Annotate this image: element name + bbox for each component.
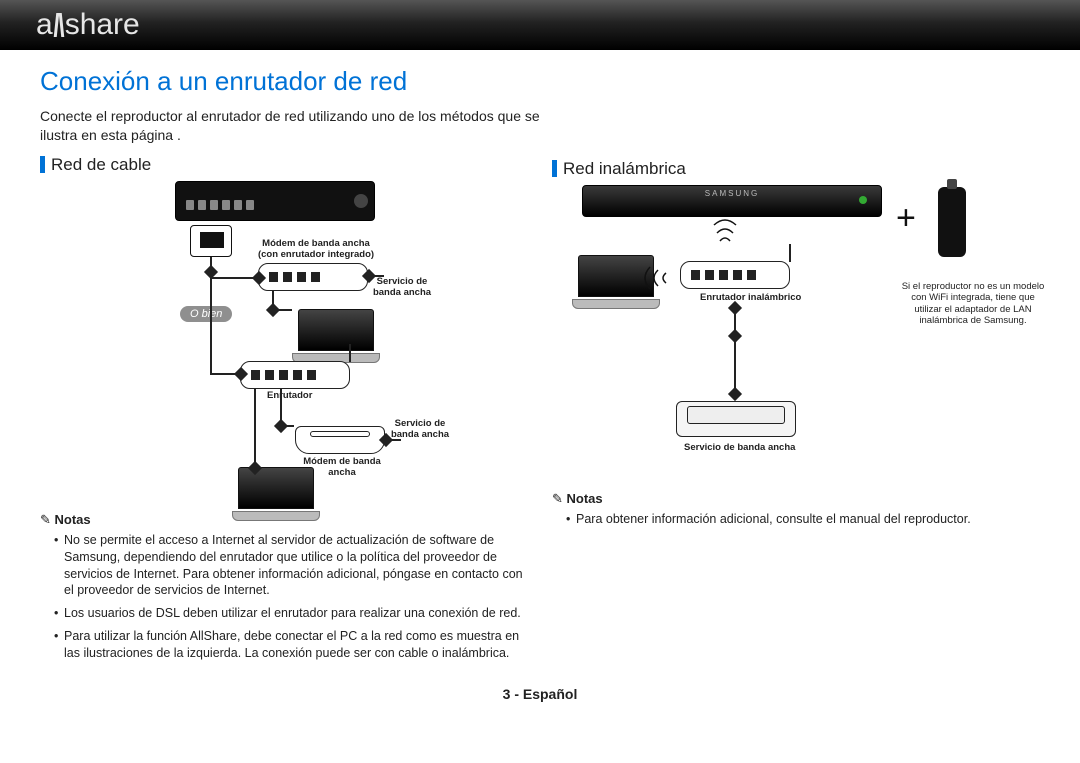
label-broadband-2: Servicio debanda ancha: [390, 419, 450, 441]
modem-router-icon: [258, 263, 368, 291]
laptop-icon: [292, 309, 380, 363]
heading-bar-icon: [40, 156, 45, 173]
heading-text: Red inalámbrica: [563, 159, 686, 179]
notes-heading-right: Notas: [552, 491, 1040, 507]
label-broadband-1: Servicio debanda ancha: [372, 277, 432, 299]
wifi-waves-icon: [644, 263, 678, 293]
page-body: Conexión a un enrutador de red Conecte e…: [0, 50, 1080, 702]
wifi-waves-icon: [710, 219, 740, 253]
section-heading-wired: Red de cable: [40, 155, 528, 175]
label-broadband-service: Servicio de banda ancha: [684, 443, 795, 454]
logo-separator-icon: [55, 13, 63, 37]
note-item: Para obtener información adicional, cons…: [566, 511, 1040, 528]
page-title: Conexión a un enrutador de red: [40, 66, 1040, 97]
note-item: Los usuarios de DSL deben utilizar el en…: [54, 605, 528, 622]
heading-text: Red de cable: [51, 155, 151, 175]
side-note: Si el reproductor no es un modelo con Wi…: [898, 281, 1048, 327]
lan-port-icon: [190, 225, 232, 257]
column-wired: Red de cable Módem de banda ancha(con en…: [40, 151, 528, 668]
page-footer: 3 - Español: [40, 686, 1040, 702]
heading-bar-icon: [552, 160, 557, 177]
or-pill: O bien: [180, 306, 232, 322]
label-modem-integrated: Módem de banda ancha(con enrutador integ…: [256, 239, 376, 261]
note-item: No se permite el acceso a Internet al se…: [54, 532, 528, 600]
notes-list-left: No se permite el acceso a Internet al se…: [40, 532, 528, 662]
notes-list-right: Para obtener información adicional, cons…: [552, 511, 1040, 528]
modem-icon: [295, 426, 385, 454]
logo-part1: a: [36, 8, 53, 42]
note-item: Para utilizar la función AllShare, debe …: [54, 628, 528, 662]
section-heading-wireless: Red inalámbrica: [552, 159, 1040, 179]
intro-text: Conecte el reproductor al enrutador de r…: [40, 107, 580, 145]
bluray-player-front-icon: SAMSUNG: [582, 185, 882, 217]
logo-part2: share: [65, 8, 140, 42]
plus-icon: +: [896, 199, 916, 238]
bluray-player-icon: [175, 181, 375, 221]
label-wireless-router: Enrutador inalámbrico: [700, 293, 801, 304]
diagram-wired: Módem de banda ancha(con enrutador integ…: [40, 181, 528, 506]
wireless-router-icon: [680, 261, 790, 289]
topbar: a share: [0, 0, 1080, 50]
logo: a share: [36, 8, 140, 42]
laptop-icon: [232, 467, 320, 521]
player-brand: SAMSUNG: [705, 189, 759, 198]
column-wireless: Red inalámbrica SAMSUNG + Si el reproduc…: [552, 151, 1040, 668]
router-icon: [240, 361, 350, 389]
label-router: Enrutador: [267, 391, 312, 402]
wifi-dongle-icon: [938, 187, 966, 257]
diagram-wireless: SAMSUNG + Si el reproductor no es un mod…: [552, 185, 1040, 485]
broadband-modem-icon: [676, 401, 796, 437]
